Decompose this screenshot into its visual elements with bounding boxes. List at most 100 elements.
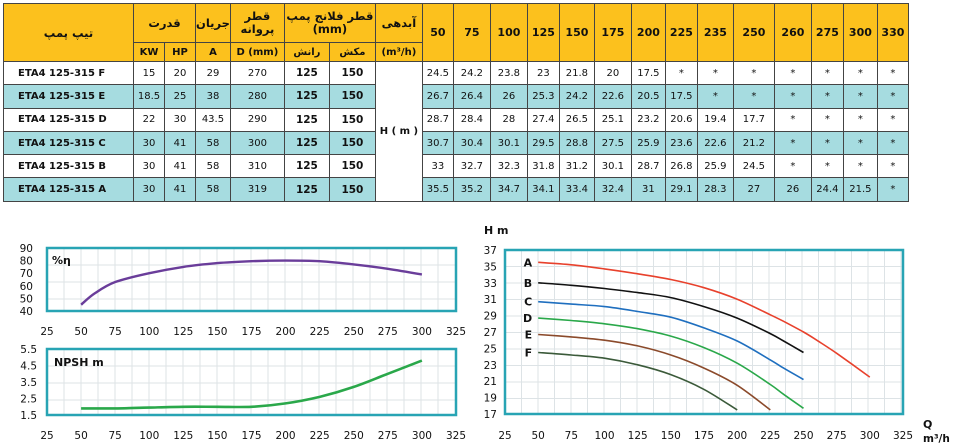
head-value-cell: * <box>773 84 812 109</box>
head-value-cell: 28.3 <box>696 177 734 202</box>
head-value-cell: 23.8 <box>489 60 528 86</box>
head-value-cell: 26.5 <box>558 107 595 132</box>
head-value-cell: * <box>810 84 844 109</box>
series-line-e <box>538 333 771 411</box>
head-value-cell: 31.2 <box>558 154 595 179</box>
x-tick-label: 225 <box>310 326 330 338</box>
hp-cell: 30 <box>164 107 196 132</box>
y-tick-label: 35 <box>484 261 497 273</box>
series-label-f: F <box>525 347 533 360</box>
head-label: H ( m ) <box>374 61 423 202</box>
header-flow-value: 50 <box>421 3 454 62</box>
header-power: قدرت <box>133 3 196 43</box>
head-value-cell: 24.5 <box>421 60 454 86</box>
y-tick-label: 23 <box>484 360 497 372</box>
head-value-cell: 17.7 <box>732 107 775 132</box>
y-tick-label: 4.5 <box>20 361 37 373</box>
x-tick-label: 300 <box>860 430 880 442</box>
suction-cell: 150 <box>328 154 376 179</box>
x-tick-label: 275 <box>827 430 847 442</box>
discharge-cell: 125 <box>283 154 330 179</box>
head-value-cell: 29.1 <box>664 177 698 202</box>
x-tick-label: 125 <box>628 430 648 442</box>
x-tick-label: 200 <box>276 430 296 442</box>
header-flow-value: 275 <box>810 3 844 62</box>
hp-cell: 20 <box>164 60 196 86</box>
head-value-cell: 32.7 <box>452 154 491 179</box>
head-value-cell: 30.1 <box>489 130 528 156</box>
table-row: ETA4 125-315 B 30 41 58 310 125 150 33 32.7 32.3 3… <box>3 154 909 179</box>
head-value-cell: 29.5 <box>526 130 560 156</box>
head-value-cell: 35.5 <box>421 177 454 202</box>
head-value-cell: 33.4 <box>558 177 595 202</box>
pump-spec-table: تیپ پمپ قدرت جریان قطر پروانه قطر فلانج … <box>3 3 909 202</box>
table-row: ETA4 125-315 C 30 41 58 300 125 150 30.7 30.4 30.… <box>3 130 909 156</box>
x-tick-label: 250 <box>344 326 364 338</box>
y-tick-label: 50 <box>20 293 33 305</box>
head-value-cell: 26 <box>489 84 528 109</box>
head-value-cell: 21.8 <box>558 60 595 86</box>
x-tick-label: 125 <box>173 430 193 442</box>
model-cell: ETA4 125-315 E <box>3 84 134 109</box>
head-value-cell: * <box>773 130 812 156</box>
model-cell: ETA4 125-315 A <box>3 177 134 202</box>
plot-frame <box>45 246 458 313</box>
header-flow-value: 260 <box>773 3 812 62</box>
head-value-cell: 21.2 <box>732 130 775 156</box>
head-value-cell: 24.4 <box>810 177 844 202</box>
y-tick-label: 19 <box>484 393 497 405</box>
y-tick-label: 70 <box>20 268 33 280</box>
head-value-cell: * <box>696 84 734 109</box>
kw-cell: 18.5 <box>133 84 165 109</box>
y-tick-label: 80 <box>20 256 33 268</box>
x-axis-label: Q <box>923 418 932 431</box>
x-tick-label: 250 <box>793 430 813 442</box>
x-tick-label: 200 <box>276 326 296 338</box>
head-value-cell: * <box>664 60 698 86</box>
header-flow-value: 175 <box>593 3 632 62</box>
head-value-cell: 28.8 <box>558 130 595 156</box>
x-tick-label: 100 <box>139 326 159 338</box>
y-axis-label: H m <box>484 224 509 237</box>
x-tick-label: 175 <box>694 430 714 442</box>
y-tick-label: 27 <box>484 327 497 339</box>
hp-cell: 41 <box>164 177 196 202</box>
head-value-cell: 23.2 <box>630 107 666 132</box>
header-flow-value: 200 <box>630 3 666 62</box>
x-tick-label: 75 <box>565 430 578 442</box>
chart-title: NPSH m <box>54 356 104 369</box>
series-line-c <box>538 300 804 381</box>
series-line-a <box>538 261 871 378</box>
model-cell: ETA4 125-315 B <box>3 154 134 179</box>
y-tick-label: 5.5 <box>20 344 37 356</box>
amp-cell: 58 <box>195 154 231 179</box>
x-tick-label: 325 <box>446 326 466 338</box>
head-value-cell: 35.2 <box>452 177 491 202</box>
series-line-d <box>538 317 804 409</box>
y-tick-label: 37 <box>484 245 497 257</box>
head-value-cell: 26.7 <box>421 84 454 109</box>
series-line-b <box>538 282 804 354</box>
kw-cell: 30 <box>133 154 165 179</box>
head-value-cell: * <box>876 154 909 179</box>
header-flow-value: 225 <box>664 3 698 62</box>
series-label-b: B <box>524 277 532 290</box>
x-tick-label: 275 <box>378 326 398 338</box>
x-tick-label: 175 <box>241 326 261 338</box>
series-label-c: C <box>524 296 532 309</box>
header-suction: مکش <box>328 42 376 62</box>
head-value-cell: 26.4 <box>452 84 491 109</box>
x-tick-label: 100 <box>594 430 614 442</box>
header-model: تیپ پمپ <box>3 3 134 62</box>
head-value-cell: 23 <box>526 60 560 86</box>
head-value-cell: 22.6 <box>696 130 734 156</box>
head-value-cell: 19.4 <box>696 107 734 132</box>
x-tick-label: 150 <box>207 326 227 338</box>
y-tick-label: 25 <box>484 343 497 355</box>
head-value-cell: 25.3 <box>526 84 560 109</box>
header-flange: قطر فلانج پمپ (mm) <box>283 3 376 43</box>
x-tick-label: 25 <box>40 326 53 338</box>
x-tick-label: 300 <box>412 326 432 338</box>
head-value-cell: 26 <box>773 177 812 202</box>
header-flow-unit: (m³/h) <box>374 42 423 62</box>
